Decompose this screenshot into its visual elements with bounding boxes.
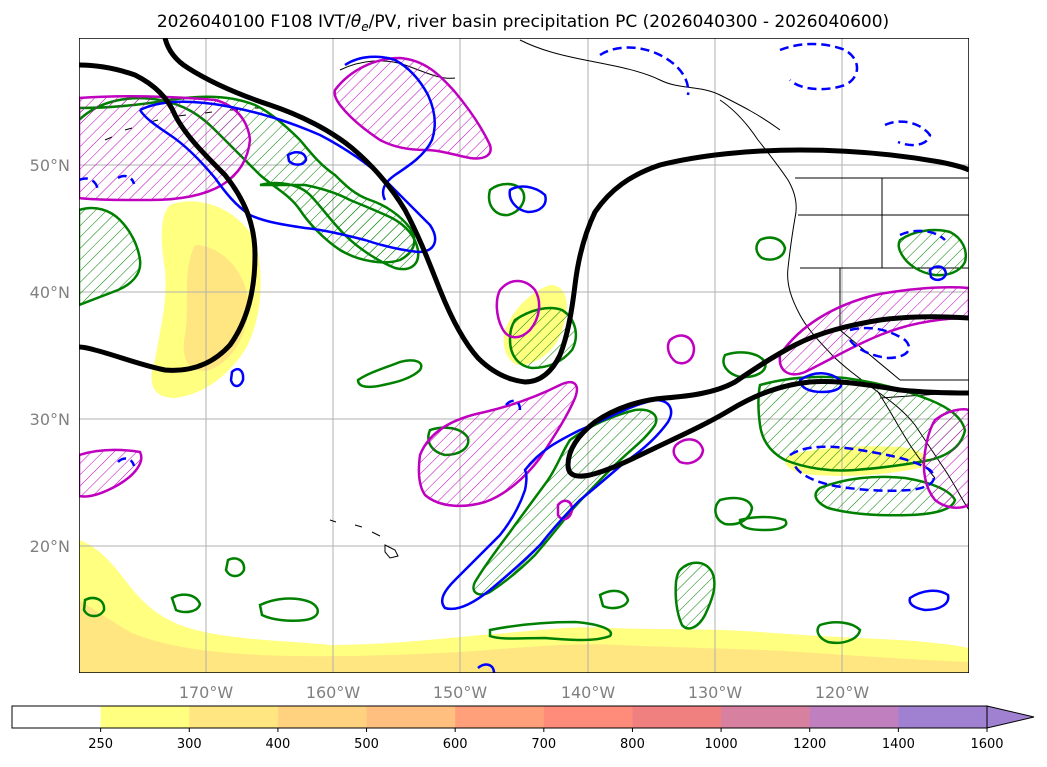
lon-label-160: 160°W <box>306 683 361 702</box>
title-theta: θ <box>351 12 362 32</box>
lon-label-130: 130°W <box>688 683 743 702</box>
theta-e-dashed-mid <box>117 399 522 467</box>
colorbar-cell <box>455 706 545 728</box>
colorbar-ticks: 250 300 400 500 600 700 800 1000 1200 1400 1600 <box>88 728 1004 752</box>
theta-e-east-2 <box>908 589 950 612</box>
colorbar-cell <box>100 706 190 728</box>
theta-e-small-5 <box>286 151 308 166</box>
precip-region-south-2 <box>488 620 613 642</box>
colorbar-tick-label: 1400 <box>882 737 915 752</box>
colorbar-tick-label: 500 <box>354 737 379 752</box>
theta-e-small-2 <box>477 663 496 673</box>
colorbar-cell <box>898 706 988 728</box>
colorbar-tick-label: 800 <box>620 737 645 752</box>
colorbar-cell <box>366 706 456 728</box>
theta-e-dashed-northeast <box>599 42 859 96</box>
colorbar-tick-label: 300 <box>177 737 202 752</box>
lon-label-170: 170°W <box>179 683 234 702</box>
colorbar-frame <box>11 705 988 729</box>
precip-region-central-north <box>259 181 420 271</box>
precip-region-small-3 <box>738 515 788 532</box>
theta-e-dashed-east <box>884 120 946 241</box>
lat-label-40: 40°N <box>30 283 70 302</box>
colorbar-cell <box>543 706 633 728</box>
colorbar-tick-label: 1000 <box>705 737 738 752</box>
colorbar-tick-label: 250 <box>88 737 113 752</box>
border-states <box>798 178 969 381</box>
lat-label-30: 30°N <box>30 410 70 429</box>
precip-region-south-1 <box>674 561 716 630</box>
pv-contours <box>79 38 969 479</box>
colorbar-extend-arrow <box>986 705 1035 729</box>
precip-region-south-3 <box>258 597 319 623</box>
colorbar-tick-label: 600 <box>443 737 468 752</box>
precip-region-small-1 <box>487 182 526 217</box>
title-suffix: /PV, river basin precipitation PC (20260… <box>369 12 890 32</box>
lon-labels: 170°W 160°W 150°W 140°W 130°W 120°W <box>179 683 870 702</box>
theta-e-small-1 <box>508 185 547 214</box>
ivt-region-west-edge <box>79 448 143 498</box>
lat-label-20: 20°N <box>30 537 70 556</box>
ivt-region-small-1 <box>666 334 696 365</box>
colorbar-tick-label: 1200 <box>793 737 826 752</box>
theta-e-north-upper <box>344 55 437 201</box>
colorbar-cell <box>189 706 279 728</box>
colorbar-tick-label: 700 <box>531 737 556 752</box>
precip-region-southeast <box>814 475 957 517</box>
lon-label-150: 150°W <box>433 683 488 702</box>
colorbar-tick-label: 400 <box>265 737 290 752</box>
precip-region-small-2 <box>356 359 423 389</box>
precip-region-small-5 <box>722 351 767 379</box>
precip-region-small-6 <box>755 236 787 261</box>
precip-region-small-10 <box>170 593 202 614</box>
lon-label-140: 140°W <box>561 683 616 702</box>
colorbar-cell <box>632 706 722 728</box>
map-panel <box>79 38 969 673</box>
ivt-region-central-north <box>495 279 541 339</box>
colorbar-cell <box>12 706 102 728</box>
colorbar-cell <box>809 706 899 728</box>
ivt-fill-southwest-inner <box>79 600 969 673</box>
ivt-region-central <box>417 381 579 508</box>
precip-region-east-2 <box>714 496 754 526</box>
lon-label-120: 120°W <box>815 683 870 702</box>
theta-e-east <box>798 372 843 394</box>
ivt-region-southeast <box>922 408 969 509</box>
theta-e-dashed-southeast <box>789 445 936 493</box>
theta-e-dashed-west <box>79 174 136 191</box>
precip-region-small-7 <box>224 557 246 578</box>
theta-e-dashed-coastal <box>848 326 911 360</box>
colorbar-cells <box>12 706 988 728</box>
precip-region-small-8 <box>82 596 106 618</box>
map-title: 2026040100 F108 IVT/θe/PV, river basin p… <box>157 12 889 34</box>
theta-e-dashed-contours <box>79 42 946 493</box>
precip-region-small-9 <box>816 621 862 645</box>
colorbar: 250 300 400 500 600 700 800 1000 1200 1400 1600 <box>11 705 1035 752</box>
ivt-contours <box>79 56 969 521</box>
pv-contour-north-trough <box>162 38 969 385</box>
ivt-region-northwest <box>79 95 252 202</box>
lat-labels: 50°N 40°N 30°N 20°N <box>30 156 70 556</box>
lat-label-50: 50°N <box>30 156 70 175</box>
colorbar-cell <box>721 706 811 728</box>
coastline-hawaii <box>329 519 399 559</box>
precip-region-east-north <box>897 228 967 277</box>
theta-e-small-3 <box>928 265 948 282</box>
theta-e-small-4 <box>229 368 245 388</box>
pv-contour-south-cutoff <box>565 314 969 479</box>
ivt-region-small-2 <box>672 438 705 465</box>
pv-contour-west <box>79 62 258 373</box>
colorbar-tick-label: 1600 <box>970 737 1003 752</box>
precip-region-west-edge <box>79 206 142 307</box>
precip-region-small-11 <box>598 589 630 610</box>
ivt-fill-southwest <box>79 540 969 673</box>
coastline-bc-coast <box>719 99 797 219</box>
theta-e-north-loop <box>138 100 437 254</box>
title-subscript: e <box>361 20 368 34</box>
colorbar-cell <box>277 706 368 728</box>
title-prefix: 2026040100 F108 IVT/ <box>157 12 351 32</box>
ivt-region-north <box>333 56 492 160</box>
